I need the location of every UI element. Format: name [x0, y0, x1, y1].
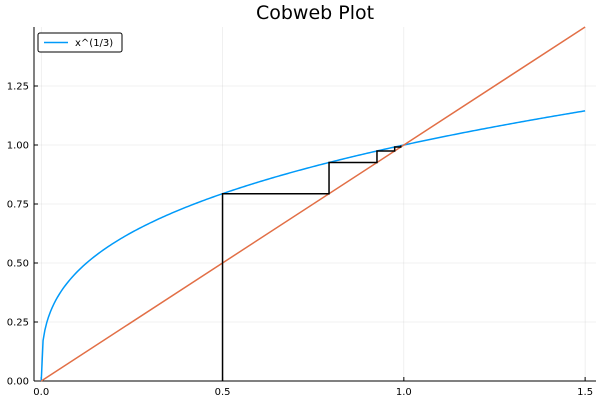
grid-lines: [34, 27, 596, 382]
series-line-x-cube-root: [40, 110, 586, 382]
series-lines: [40, 26, 586, 382]
x-tick-label-0: 0.0: [33, 387, 49, 398]
series-line-identity: [40, 26, 586, 382]
y-tick-label-5: 1.25: [7, 82, 29, 93]
y-tick-label-1: 0.25: [7, 318, 29, 329]
x-tick-label-3: 1.5: [577, 387, 593, 398]
legend: x^(1/3): [37, 32, 123, 53]
chart-title: Cobweb Plot: [256, 2, 374, 24]
x-tick-label-1: 0.5: [215, 387, 231, 398]
legend-label-x-cube-root: x^(1/3): [75, 38, 113, 49]
y-tick-label-2: 0.50: [7, 259, 29, 270]
series-line-cobweb: [221, 145, 402, 381]
x-tick-label-2: 1.0: [396, 387, 412, 398]
tick-labels: 0.0 0.5 1.0 1.5 0.00 0.25 0.50 0.75 1.00 1.25: [7, 82, 593, 399]
y-tick-label-4: 1.00: [7, 141, 29, 152]
legend-box: [37, 32, 123, 53]
y-tick-label-0: 0.00: [7, 377, 29, 388]
y-tick-label-3: 0.75: [7, 200, 29, 211]
